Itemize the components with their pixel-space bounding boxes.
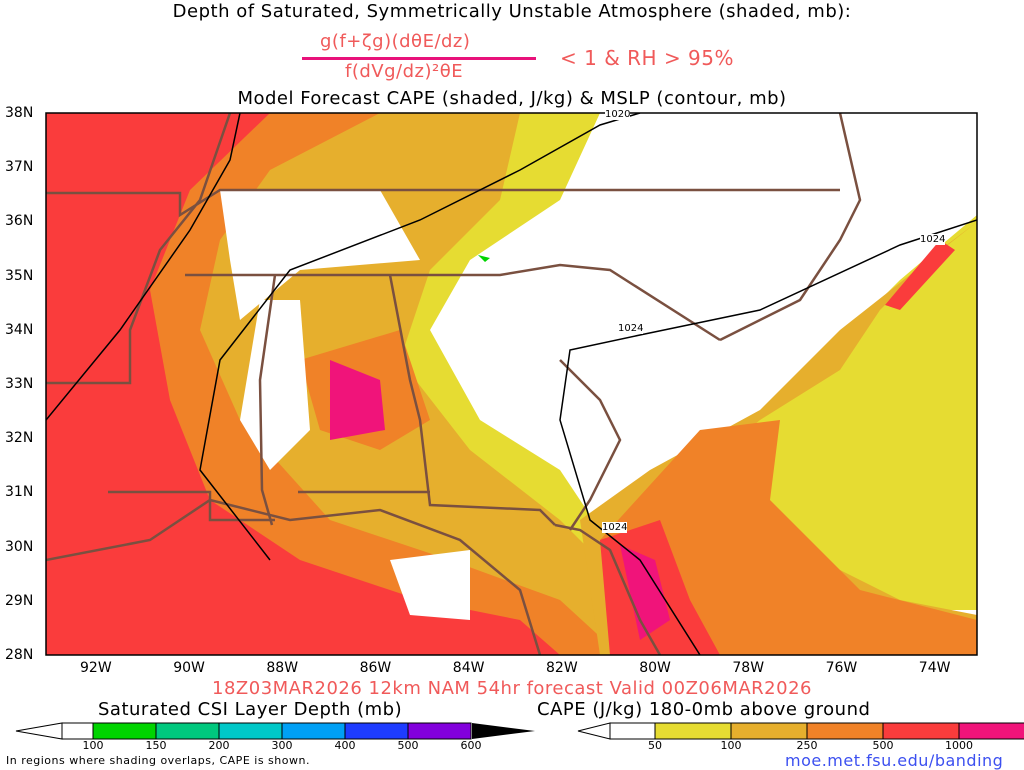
csi-tick-label: 600 (460, 739, 482, 752)
formula-denominator: f(dVg/dz)²θE (345, 61, 464, 82)
state-borders (46, 113, 862, 655)
formula-numerator: g(f+ζg)(dθE/dz) (320, 31, 471, 52)
lon-label: 82W (546, 660, 578, 676)
lat-label: 38N (5, 105, 34, 121)
csi-swatch (281, 722, 346, 740)
title-line1: Depth of Saturated, Symmetrically Unstab… (172, 1, 852, 22)
lat-label: 31N (5, 484, 34, 501)
cape-swatch (806, 722, 884, 740)
csi-tick-label: 150 (145, 739, 167, 752)
lon-label: 86W (359, 660, 392, 676)
isobar-label: 1024 (920, 234, 946, 245)
csi-tick-label: 300 (271, 739, 293, 752)
lat-label: 28N (5, 647, 34, 663)
csi-tick-label: 200 (208, 739, 230, 752)
lon-label: 88W (266, 660, 299, 676)
cape-tick-label: 1000 (945, 739, 973, 752)
isobar-label: 1024 (618, 323, 644, 334)
cape-field-east (600, 420, 977, 655)
csi-colorbar (15, 722, 535, 740)
csi-colorbar-title: Saturated CSI Layer Depth (mb) (98, 699, 403, 720)
lat-label: 33N (5, 376, 34, 392)
cape-field-west (46, 113, 560, 655)
csi-swatch (92, 722, 157, 740)
lat-label: 37N (5, 159, 34, 176)
lon-label: 80W (639, 660, 671, 676)
fraction-bar (302, 57, 536, 60)
cape-tick-label: 250 (796, 739, 818, 752)
lat-label: 36N (5, 213, 34, 230)
isobar-label: 1020 (605, 109, 631, 120)
lon-label: 84W (452, 660, 485, 676)
lat-label: 34N (5, 321, 34, 338)
csi-tick-label: 400 (334, 739, 356, 752)
csi-tick-label: 100 (82, 739, 104, 752)
cape-swatch (654, 722, 732, 740)
lon-label: 76W (825, 660, 858, 676)
cape-swatch (730, 722, 808, 740)
lon-label: 92W (80, 660, 112, 676)
run-info: 18Z03MAR2026 12km NAM 54hr forecast Vali… (212, 678, 812, 699)
lat-label: 35N (5, 267, 34, 284)
lon-label: 78W (732, 660, 765, 676)
lat-label: 29N (5, 592, 34, 609)
title-line3: Model Forecast CAPE (shaded, J/kg) & MSL… (237, 88, 787, 109)
overlap-note: In regions where shading overlaps, CAPE … (6, 754, 310, 767)
csi-swatch (344, 722, 409, 740)
map-frame (45, 112, 978, 656)
cape-tick-label: 500 (872, 739, 894, 752)
lon-label: 90W (173, 660, 205, 676)
csi-tick-label: 500 (397, 739, 419, 752)
cape-tick-label: 50 (648, 739, 662, 752)
lon-label: 74W (918, 660, 951, 676)
isobar-label: 1024 (602, 522, 628, 533)
csi-swatch (407, 722, 472, 740)
isobars (46, 113, 977, 655)
source-link[interactable]: moe.met.fsu.edu/banding (785, 751, 1004, 770)
cape-tick-label: 100 (720, 739, 742, 752)
cape-field-west (330, 360, 385, 440)
cape-field-east (885, 240, 955, 310)
csi-swatch (155, 722, 220, 740)
formula-condition: < 1 & RH > 95% (560, 46, 735, 70)
lat-label: 30N (5, 538, 34, 555)
cape-field-east (620, 545, 670, 640)
cape-colorbar-title: CAPE (J/kg) 180-0mb above ground (537, 699, 871, 720)
csi-swatch (218, 722, 283, 740)
lat-label: 32N (5, 430, 34, 447)
cape-swatch (958, 722, 1024, 740)
cape-swatch (882, 722, 960, 740)
